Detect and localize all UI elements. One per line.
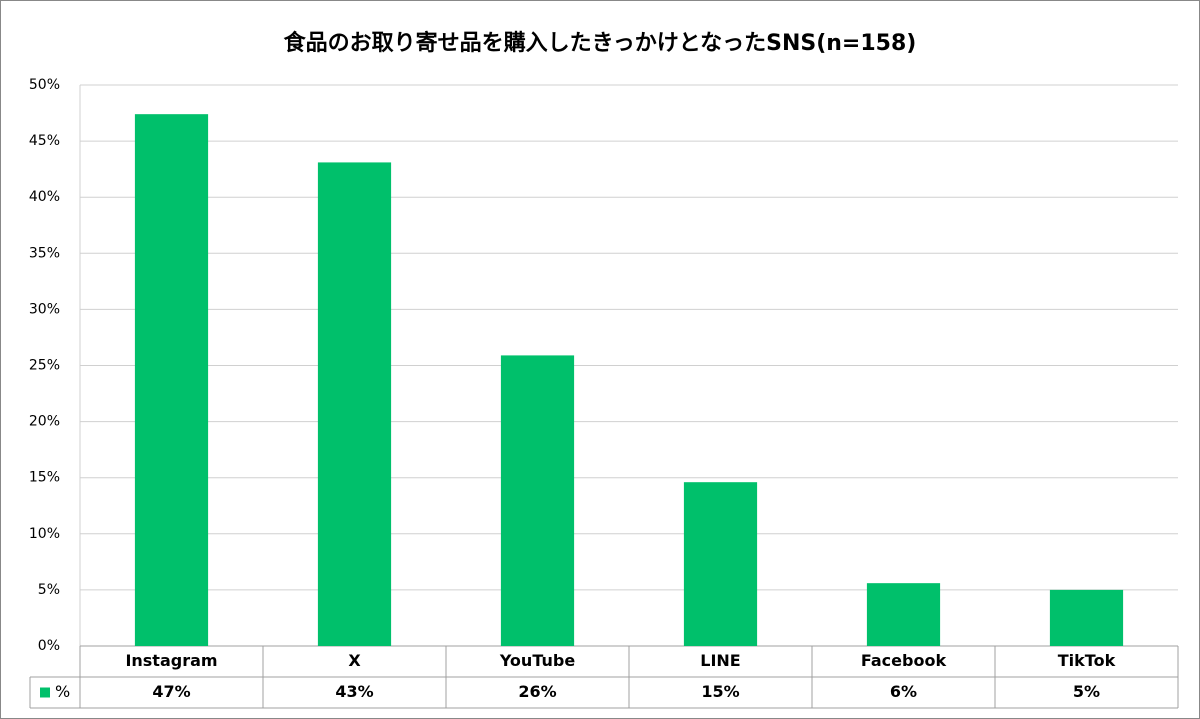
x-tick-label: YouTube xyxy=(499,651,576,670)
table-value: 26% xyxy=(518,682,556,701)
y-tick-label: 10% xyxy=(29,526,60,542)
x-tick-label: LINE xyxy=(700,651,740,670)
legend-swatch xyxy=(40,687,50,698)
y-tick-label: 25% xyxy=(29,358,60,374)
chart-title: 食品のお取り寄せ品を購入したきっかけとなったSNS(n=158) xyxy=(284,30,917,56)
bar xyxy=(1049,589,1124,646)
y-tick-label: 50% xyxy=(29,77,60,93)
bar xyxy=(683,482,758,646)
y-tick-label: 35% xyxy=(29,245,60,261)
bar xyxy=(500,355,575,646)
y-tick-label: 15% xyxy=(29,470,60,486)
table-value: 43% xyxy=(335,682,373,701)
y-tick-label: 20% xyxy=(29,414,60,430)
bar xyxy=(134,114,209,646)
y-tick-label: 40% xyxy=(29,189,60,205)
legend-label: % xyxy=(55,682,70,701)
table-value: 5% xyxy=(1073,682,1100,701)
x-tick-label: X xyxy=(348,651,361,670)
y-tick-label: 45% xyxy=(29,133,60,149)
bar xyxy=(317,162,392,646)
table-value: 6% xyxy=(890,682,917,701)
bar xyxy=(866,583,941,646)
x-tick-label: Instagram xyxy=(125,651,217,670)
x-tick-label: TikTok xyxy=(1058,651,1116,670)
table-value: 15% xyxy=(701,682,739,701)
y-tick-label: 30% xyxy=(29,301,60,317)
table-value: 47% xyxy=(152,682,190,701)
y-tick-label: 5% xyxy=(38,582,60,598)
x-tick-label: Facebook xyxy=(861,651,947,670)
y-tick-label: 0% xyxy=(38,638,60,654)
